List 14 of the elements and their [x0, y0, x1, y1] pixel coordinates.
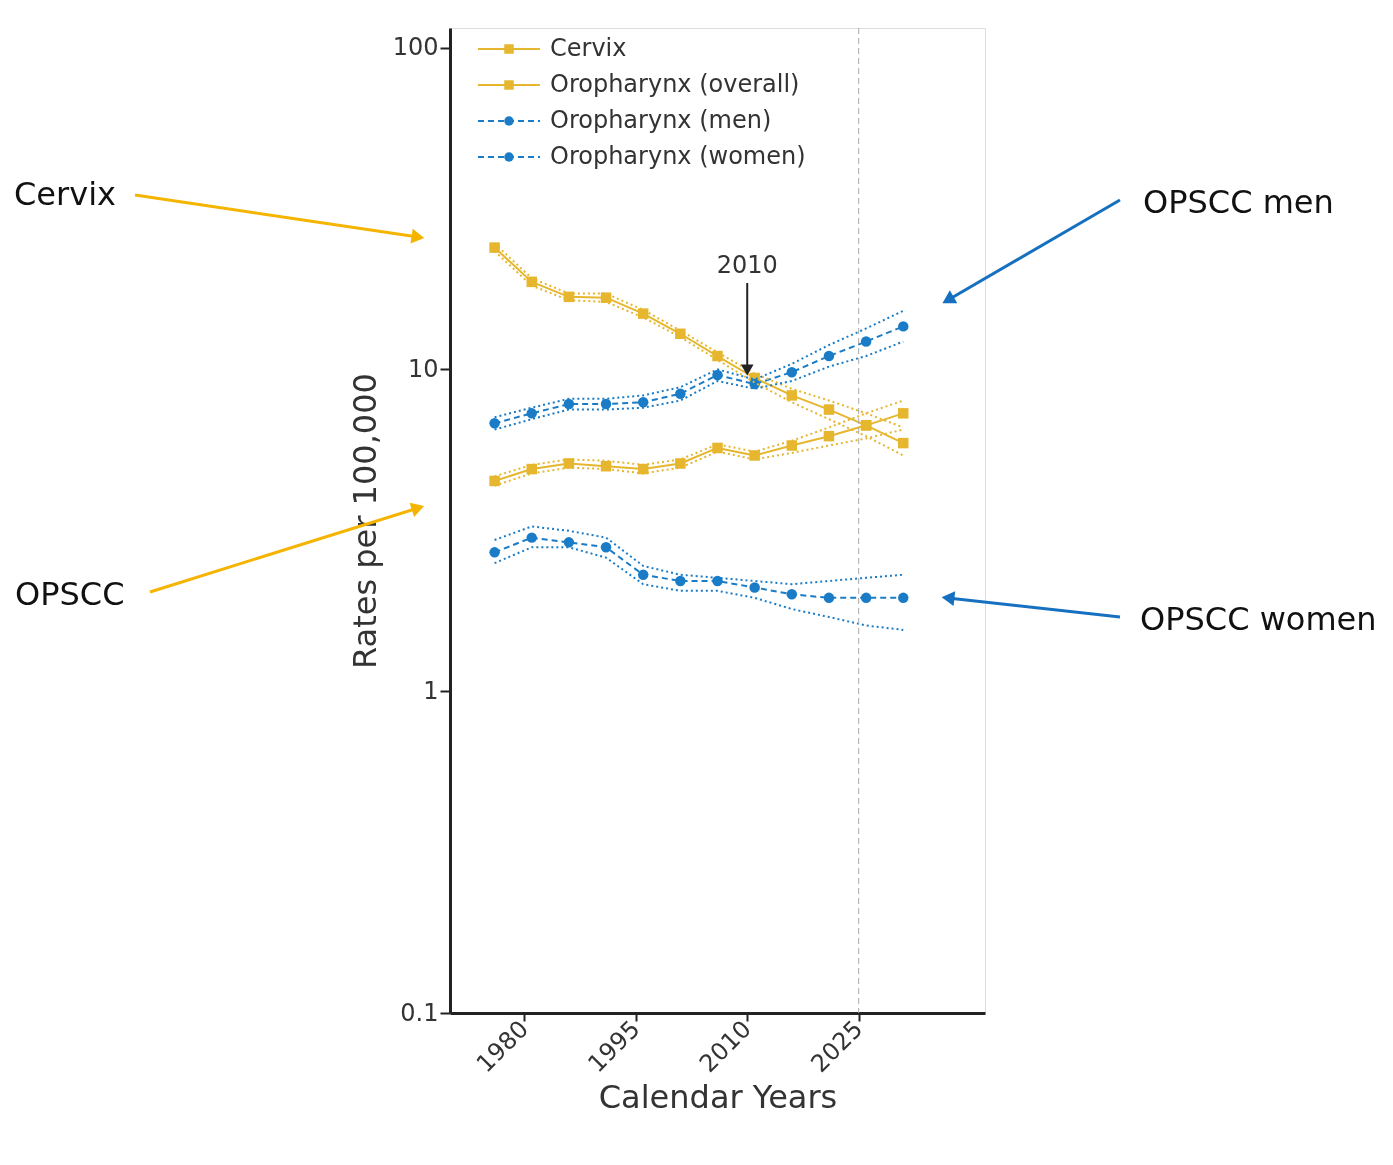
legend-label: Oropharynx (overall)	[550, 70, 800, 98]
text: Cervix	[14, 175, 116, 213]
annotation: 2010	[716, 251, 778, 279]
text: OPSCC	[15, 575, 125, 613]
text: OPSCC men	[1143, 183, 1334, 221]
legend-label: Cervix	[550, 34, 627, 62]
text: OPSCC women	[1140, 600, 1377, 638]
x-axis-title: Calendar Years	[598, 1078, 838, 1117]
legend-label: Oropharynx (men)	[550, 106, 772, 134]
legend-label: Oropharynx (women)	[550, 142, 806, 170]
y-tick-label: 1	[423, 676, 439, 705]
y-tick-label: 0.1	[400, 998, 439, 1027]
y-tick-label: 100	[392, 33, 439, 62]
y-tick-label: 10	[407, 354, 439, 383]
